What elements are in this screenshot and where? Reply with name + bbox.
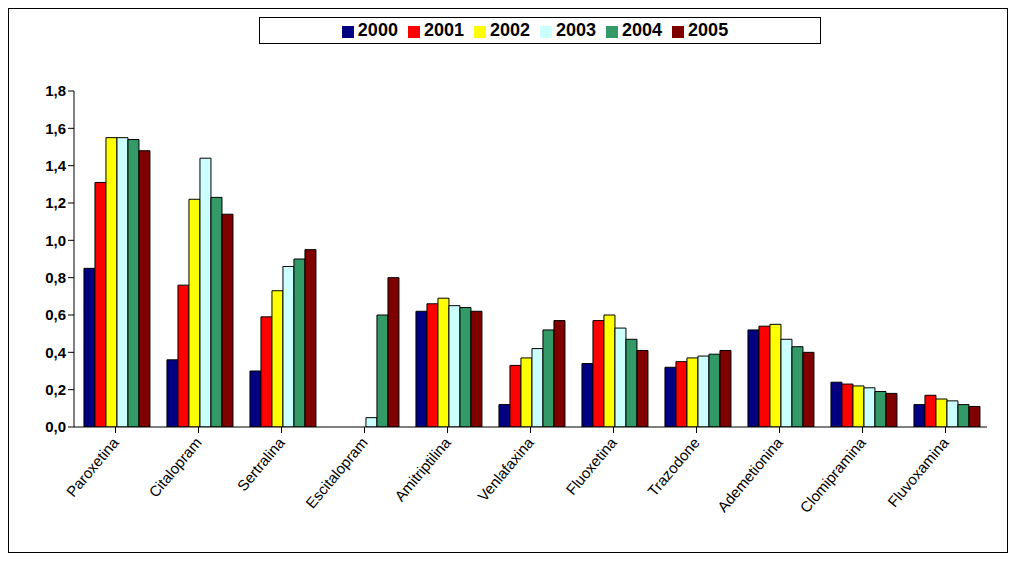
svg-text:Paroxetina: Paroxetina: [63, 434, 123, 500]
svg-text:0,8: 0,8: [45, 269, 66, 286]
html-text:2004: 2004: [622, 20, 663, 40]
svg-text:Trazodone: Trazodone: [644, 434, 703, 499]
svg-text:Clomipramina: Clomipramina: [796, 434, 869, 516]
svg-text:Citalopram: Citalopram: [145, 434, 205, 500]
svg-text:1,4: 1,4: [45, 157, 67, 174]
html-text:2005: 2005: [688, 20, 729, 40]
svg-text:0,2: 0,2: [45, 381, 66, 398]
svg-text:Fluvoxamina: Fluvoxamina: [884, 434, 952, 511]
svg-text:Venlafaxina: Venlafaxina: [474, 434, 537, 505]
html-text:2000: 2000: [357, 20, 398, 40]
svg-text:1,6: 1,6: [45, 120, 66, 137]
html-text:2001: 2001: [423, 20, 464, 40]
svg-text:Ademetionina: Ademetionina: [714, 434, 786, 516]
svg-text:1,0: 1,0: [45, 232, 66, 249]
svg-text:0,0: 0,0: [45, 418, 66, 435]
html-text:2003: 2003: [556, 20, 596, 40]
svg-text:Amitriptilina: Amitriptilina: [391, 434, 454, 505]
svg-text:Escitalopram: Escitalopram: [302, 434, 371, 511]
svg-text:0,6: 0,6: [45, 306, 66, 323]
svg-text:Fluoxetina: Fluoxetina: [562, 434, 620, 498]
svg-text:Sertralina: Sertralina: [234, 434, 289, 495]
svg-text:1,2: 1,2: [45, 194, 66, 211]
svg-text:0,4: 0,4: [45, 344, 67, 361]
svg-text:1,8: 1,8: [45, 82, 66, 99]
html-text:2002: 2002: [490, 20, 530, 40]
